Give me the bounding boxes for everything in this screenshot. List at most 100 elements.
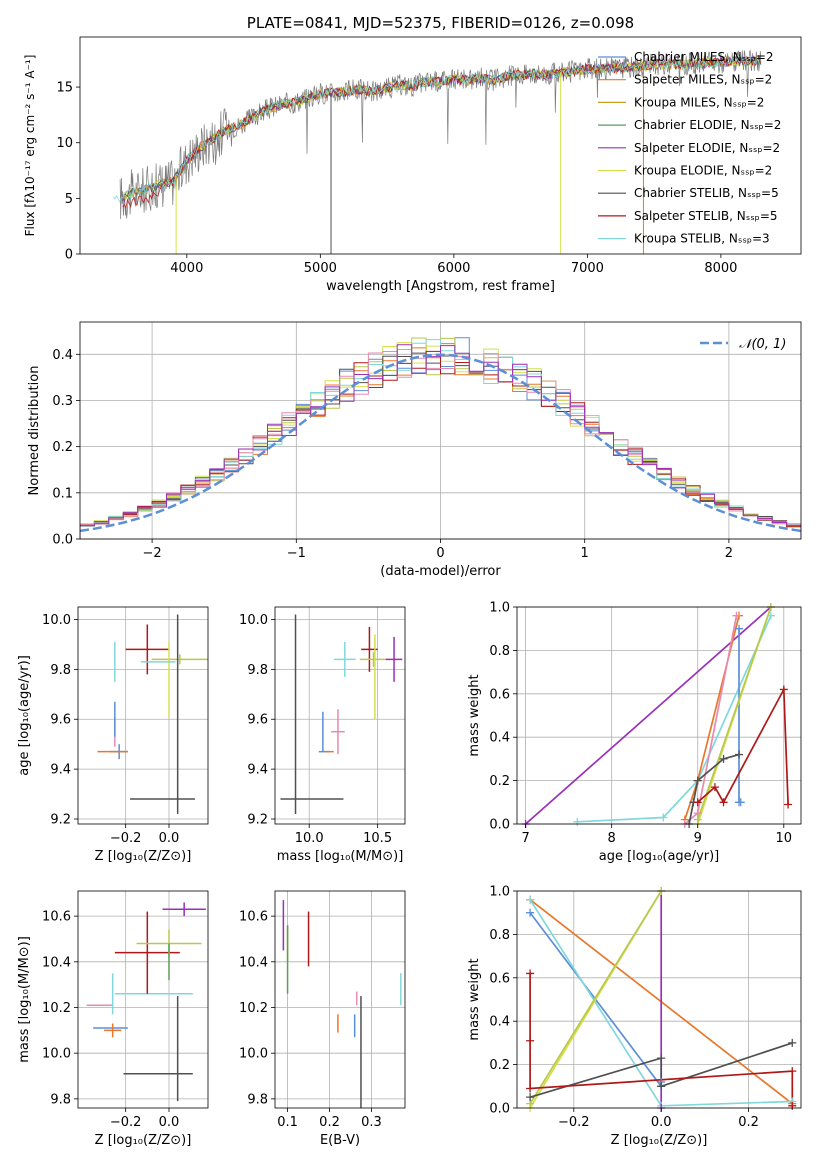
y-tick-label: 0.8 bbox=[489, 928, 510, 943]
plot-area bbox=[97, 614, 208, 815]
panel-age_vs_mass: 10.0 10.5 9.2 9.4 9.6 9.8 10.0 mass [log₁₀(M/M⊙… bbox=[239, 606, 406, 864]
plus-marker bbox=[732, 611, 741, 620]
y-tick-label: 10.2 bbox=[42, 1001, 71, 1016]
axes-frame bbox=[274, 890, 406, 1109]
plus-marker bbox=[784, 800, 793, 809]
x-tick-label: 10.5 bbox=[363, 831, 392, 846]
legend: Chabrier MILES, Nₛₛₚ=2 Salpeter MILES, Nₛ… bbox=[598, 50, 781, 246]
series-olive bbox=[529, 891, 662, 1105]
panel-residuals: 𝒩(0, 1) −2 −1 0 1 2 0.0 0.1 0.2 0.3 0.4 (data-model… bbox=[27, 321, 802, 579]
plus-marker bbox=[735, 750, 744, 759]
y-tick-label: 9.2 bbox=[247, 813, 268, 828]
plot-area bbox=[529, 891, 794, 1108]
panel-mass_vs_Z: −0.2 0.0 9.8 10.0 10.2 10.4 10.6 Z [log₁₀(Z/Z⊙)… bbox=[17, 890, 209, 1148]
x-tick-label: 7000 bbox=[571, 261, 604, 276]
legend-entry: 𝒩(0, 1) bbox=[739, 337, 786, 352]
x-tick-label: −0.2 bbox=[110, 831, 142, 846]
y-tick-label: 15 bbox=[56, 81, 73, 96]
plus-marker bbox=[693, 776, 702, 785]
series-salpeter_elodie bbox=[525, 607, 772, 824]
plot-area bbox=[525, 607, 789, 824]
x-tick-label: 2 bbox=[725, 546, 733, 561]
legend-entry: Kroupa MILES, Nₛₛₚ=2 bbox=[634, 95, 764, 109]
x-axis-label: wavelength [Angstrom, rest frame] bbox=[326, 279, 555, 294]
y-tick-label: 0.0 bbox=[489, 1102, 510, 1117]
y-tick-label: 10.0 bbox=[42, 1047, 71, 1062]
legend-entry: Chabrier STELIB, Nₛₛₚ=5 bbox=[634, 186, 779, 200]
y-axis-label: mass [log₁₀(M/M⊙)] bbox=[17, 936, 32, 1063]
y-tick-label: 10.0 bbox=[42, 613, 71, 628]
y-tick-label: 0.3 bbox=[52, 394, 73, 409]
y-tick-label: 0.2 bbox=[489, 774, 510, 789]
y-tick-label: 9.2 bbox=[50, 813, 71, 828]
axes-frame bbox=[516, 606, 802, 825]
plus-marker bbox=[526, 969, 535, 978]
x-tick-label: 10.0 bbox=[295, 831, 324, 846]
x-tick-label: 0.0 bbox=[159, 1115, 180, 1130]
y-tick-label: 10.4 bbox=[42, 955, 71, 970]
x-axis-label: age [log₁₀(age/yr)] bbox=[599, 849, 720, 864]
axes-frame bbox=[79, 36, 802, 255]
y-axis-label: Normed distribution bbox=[27, 366, 42, 496]
y-tick-label: 10 bbox=[56, 136, 73, 151]
plus-marker bbox=[659, 813, 668, 822]
axes-frame bbox=[516, 890, 802, 1109]
legend-entry: Chabrier MILES, Nₛₛₚ=2 bbox=[634, 50, 774, 64]
plus-marker bbox=[526, 908, 535, 917]
x-tick-label: 1 bbox=[581, 546, 589, 561]
x-tick-label: 0.1 bbox=[277, 1115, 298, 1130]
plot-area bbox=[80, 337, 801, 539]
x-tick-label: 9 bbox=[694, 831, 702, 846]
plot-area bbox=[282, 900, 402, 1108]
x-tick-label: 8 bbox=[608, 831, 616, 846]
plus-marker bbox=[526, 1036, 535, 1045]
y-tick-label: 10.6 bbox=[42, 910, 71, 925]
x-tick-label: 0.0 bbox=[159, 831, 180, 846]
x-tick-label: 0 bbox=[436, 546, 444, 561]
panel-spectrum: PLATE=0841, MJD=52375, FIBERID=0126, z=0… bbox=[23, 14, 802, 294]
y-tick-label: 0.4 bbox=[489, 1015, 510, 1030]
panel-mass_vs_ebv: 0.1 0.2 0.3 9.8 10.0 10.2 10.4 10.6 E(B-V) bbox=[239, 890, 406, 1148]
x-tick-label: −0.2 bbox=[558, 1115, 590, 1130]
x-tick-label: −1 bbox=[287, 546, 306, 561]
x-axis-label: Z [log₁₀(Z/Z⊙)] bbox=[611, 1133, 708, 1148]
plus-marker bbox=[719, 754, 728, 763]
y-tick-label: 9.8 bbox=[50, 663, 71, 678]
series-olive bbox=[696, 607, 772, 820]
x-axis-label: E(B-V) bbox=[320, 1133, 360, 1148]
plot-area bbox=[113, 50, 762, 254]
y-tick-label: 1.0 bbox=[489, 601, 510, 616]
plus-marker bbox=[779, 685, 788, 694]
y-tick-label: 0.6 bbox=[489, 687, 510, 702]
y-tick-label: 0.0 bbox=[489, 818, 510, 833]
y-tick-label: 9.4 bbox=[50, 763, 71, 778]
model-salpeter_stelib bbox=[122, 55, 761, 210]
x-tick-label: 0.2 bbox=[319, 1115, 340, 1130]
plus-marker bbox=[657, 1054, 666, 1063]
plus-marker bbox=[788, 1101, 797, 1110]
y-tick-label: 5 bbox=[65, 192, 73, 207]
legend-entry: Salpeter STELIB, Nₛₛₚ=5 bbox=[634, 209, 778, 223]
y-tick-label: 10.2 bbox=[239, 1001, 268, 1016]
x-axis-label: Z [log₁₀(Z/Z⊙)] bbox=[95, 849, 192, 864]
x-tick-label: 6000 bbox=[437, 261, 470, 276]
x-tick-label: 4000 bbox=[170, 261, 203, 276]
panel-age_vs_Z: −0.2 0.0 9.2 9.4 9.6 9.8 10.0 Z [log₁₀(Z/Z⊙)] ag… bbox=[17, 606, 209, 864]
plus-marker bbox=[573, 817, 582, 826]
axes-frame bbox=[77, 890, 209, 1109]
chart-title: PLATE=0841, MJD=52375, FIBERID=0126, z=0… bbox=[247, 14, 634, 32]
plus-marker bbox=[693, 798, 702, 807]
model-kroupa_stelib bbox=[113, 56, 761, 203]
plus-marker bbox=[526, 1093, 535, 1102]
y-tick-label: 9.4 bbox=[247, 763, 268, 778]
x-tick-label: 5000 bbox=[304, 261, 337, 276]
y-tick-label: 0.4 bbox=[52, 348, 73, 363]
legend-entry: Kroupa ELODIE, Nₛₛₚ=2 bbox=[634, 164, 772, 178]
plus-marker bbox=[719, 798, 728, 807]
y-tick-label: 0.6 bbox=[489, 971, 510, 986]
y-tick-label: 0.2 bbox=[52, 440, 73, 455]
x-axis-label: Z [log₁₀(Z/Z⊙)] bbox=[95, 1133, 192, 1148]
y-axis-label: mass weight bbox=[467, 958, 482, 1040]
plus-marker bbox=[766, 611, 775, 620]
y-tick-label: 9.8 bbox=[50, 1092, 71, 1107]
